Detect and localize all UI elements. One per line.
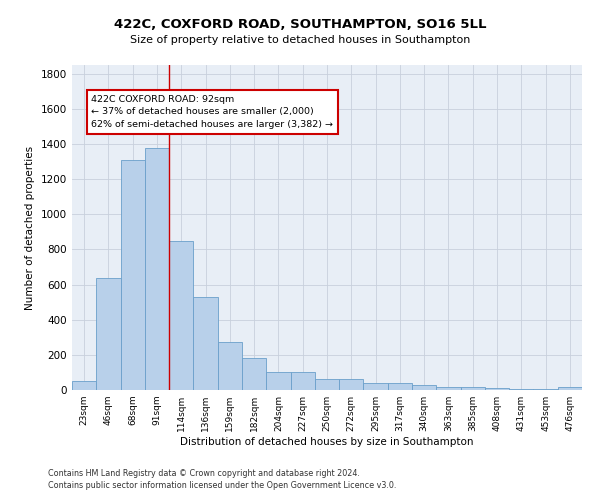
- Bar: [218, 342, 242, 390]
- Bar: [509, 389, 533, 390]
- Y-axis label: Number of detached properties: Number of detached properties: [25, 146, 35, 310]
- Text: Contains public sector information licensed under the Open Government Licence v3: Contains public sector information licen…: [48, 481, 397, 490]
- Bar: [412, 385, 436, 390]
- Bar: [339, 378, 364, 390]
- Text: Size of property relative to detached houses in Southampton: Size of property relative to detached ho…: [130, 35, 470, 45]
- Bar: [315, 378, 339, 390]
- Bar: [461, 388, 485, 390]
- Bar: [485, 388, 509, 390]
- Bar: [436, 388, 461, 390]
- Bar: [242, 358, 266, 390]
- X-axis label: Distribution of detached houses by size in Southampton: Distribution of detached houses by size …: [180, 437, 474, 447]
- Bar: [72, 381, 96, 390]
- Bar: [558, 388, 582, 390]
- Bar: [364, 383, 388, 390]
- Bar: [96, 278, 121, 390]
- Text: 422C COXFORD ROAD: 92sqm
← 37% of detached houses are smaller (2,000)
62% of sem: 422C COXFORD ROAD: 92sqm ← 37% of detach…: [91, 95, 334, 129]
- Bar: [388, 383, 412, 390]
- Bar: [193, 297, 218, 390]
- Bar: [533, 389, 558, 390]
- Bar: [266, 372, 290, 390]
- Text: 422C, COXFORD ROAD, SOUTHAMPTON, SO16 5LL: 422C, COXFORD ROAD, SOUTHAMPTON, SO16 5L…: [114, 18, 486, 30]
- Bar: [145, 148, 169, 390]
- Bar: [121, 160, 145, 390]
- Bar: [169, 240, 193, 390]
- Bar: [290, 372, 315, 390]
- Text: Contains HM Land Registry data © Crown copyright and database right 2024.: Contains HM Land Registry data © Crown c…: [48, 468, 360, 477]
